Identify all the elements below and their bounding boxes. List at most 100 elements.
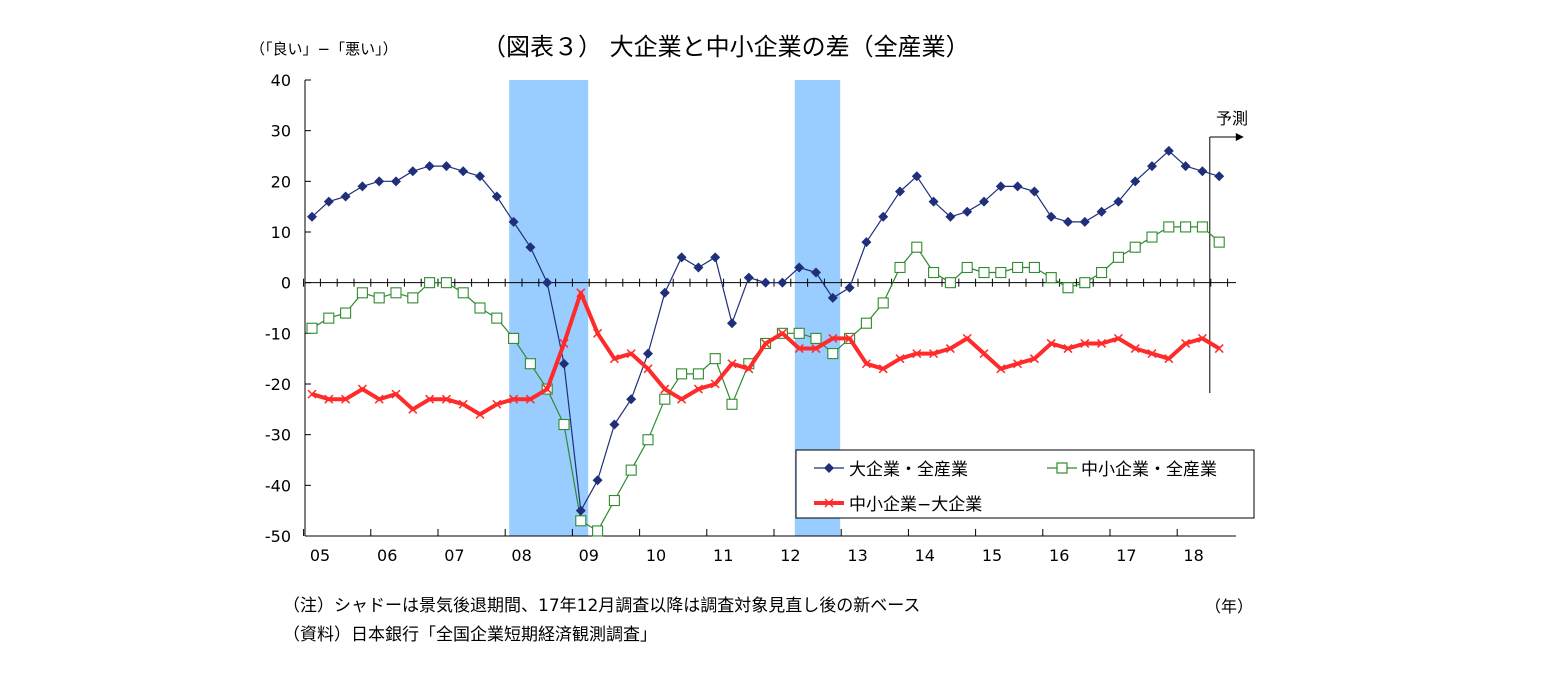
data-point-large: [609, 419, 620, 430]
data-point-diff: [357, 384, 367, 394]
data-point-large: [508, 216, 519, 227]
note-shading: （注）シャドーは景気後退期間、17年12月調査以降は調査対象見直し後の新ベース: [283, 596, 920, 616]
data-point-diff: [1046, 338, 1056, 348]
data-point-small: [1196, 221, 1208, 233]
data-point-large: [307, 211, 317, 222]
data-point-small: [1213, 236, 1225, 248]
data-point-small: [659, 393, 671, 405]
data-point-diff: [912, 349, 922, 359]
forecast-arrow-icon: [1235, 133, 1244, 141]
data-point-large: [1113, 196, 1124, 207]
data-point-diff: [660, 384, 670, 394]
forecast-label: 予測: [1216, 109, 1248, 128]
data-point-large: [861, 237, 872, 248]
data-point-diff: [458, 399, 468, 409]
x-tick-label: 11: [713, 546, 733, 565]
legend-item-small: 中小企業・全産業: [1047, 460, 1217, 480]
data-point-diff: [1097, 338, 1107, 348]
data-point-small: [1079, 277, 1091, 289]
data-point-large: [559, 358, 569, 369]
data-point-diff: [1181, 338, 1191, 348]
data-point-diff: [979, 349, 989, 359]
data-point-diff: [1147, 349, 1157, 359]
y-tick-label: -30: [265, 426, 291, 445]
data-point-diff: [727, 359, 737, 369]
data-point-small: [961, 261, 973, 274]
data-point-large: [1012, 181, 1023, 192]
data-point-large: [1096, 206, 1107, 217]
data-point-small: [1180, 221, 1192, 233]
data-point-small: [524, 358, 536, 370]
data-point-small: [373, 292, 385, 304]
data-point-diff: [391, 389, 401, 399]
data-point-diff: [962, 333, 972, 343]
data-point-large: [357, 181, 368, 192]
legend-item-diff: 中小企業−大企業: [814, 495, 982, 515]
data-point-diff: [1080, 338, 1090, 348]
data-point-small: [592, 525, 604, 537]
data-point-large: [794, 262, 805, 273]
data-point-large: [878, 211, 889, 222]
data-point-large: [995, 181, 1006, 192]
data-point-small: [457, 287, 469, 299]
recession-shading-layer: [509, 80, 841, 536]
data-point-diff: [710, 379, 720, 389]
data-point-diff: [929, 349, 939, 359]
legend-item-large: 大企業・全産業: [814, 460, 968, 480]
data-point-large: [911, 171, 922, 182]
data-point-large: [827, 292, 838, 303]
data-point-diff: [861, 359, 871, 369]
x-tick-label: 17: [1116, 546, 1136, 565]
data-point-large: [340, 191, 351, 202]
data-point-diff: [777, 328, 787, 338]
data-point-diff: [559, 338, 569, 348]
data-point-small: [440, 277, 452, 289]
data-point-diff: [307, 389, 317, 399]
data-point-large: [374, 176, 385, 187]
x-tick-label: 08: [511, 546, 531, 565]
x-tick-label: 07: [444, 546, 464, 565]
legend-marker-diamond-icon: [824, 463, 834, 473]
x-tick-label: 09: [579, 546, 599, 565]
x-tick-label: 14: [915, 546, 935, 565]
data-point-large: [1197, 166, 1208, 177]
data-point-small: [407, 292, 419, 304]
data-point-large: [743, 272, 754, 283]
y-tick-label: 0: [281, 274, 291, 293]
data-point-small: [894, 261, 906, 274]
data-point-large: [895, 186, 905, 197]
x-tick-label: 18: [1183, 546, 1203, 565]
data-point-small: [1163, 221, 1175, 233]
data-point-diff: [341, 394, 351, 404]
data-point-large: [626, 394, 637, 405]
data-point-diff: [878, 364, 888, 374]
data-point-diff: [441, 394, 451, 404]
data-point-diff: [1164, 354, 1174, 364]
data-point-small: [1129, 241, 1141, 253]
data-point-diff: [492, 399, 502, 409]
data-point-diff: [643, 364, 653, 374]
data-point-diff: [845, 333, 855, 343]
data-point-large: [844, 282, 855, 293]
data-point-diff: [475, 409, 485, 419]
x-tick-label: 10: [646, 546, 666, 565]
data-point-large: [323, 196, 334, 207]
data-point-large: [928, 196, 939, 207]
data-point-large: [693, 262, 704, 273]
data-point-small: [928, 266, 940, 279]
data-point-large: [592, 475, 603, 486]
data-point-large: [962, 206, 973, 217]
data-point-diff: [408, 404, 418, 414]
y-tick-label: 20: [271, 172, 291, 191]
data-point-large: [710, 252, 721, 263]
data-point-large: [575, 505, 586, 516]
data-point-large: [542, 277, 553, 288]
data-point-diff: [626, 349, 636, 359]
data-point-large: [1063, 216, 1073, 227]
data-point-small: [995, 266, 1007, 279]
data-point-diff: [609, 354, 619, 364]
legend: 大企業・全産業 中小企業・全産業 中小企業−大企業: [795, 449, 1255, 519]
data-point-diff: [576, 288, 586, 298]
data-point-small: [558, 418, 570, 431]
data-point-large: [643, 348, 653, 359]
